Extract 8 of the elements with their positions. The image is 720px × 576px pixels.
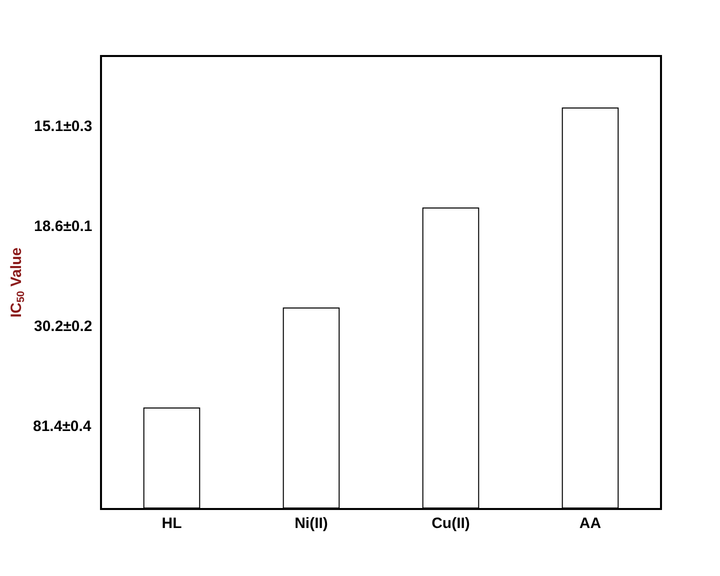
- x-tick-label: Cu(II): [432, 515, 470, 532]
- text: 81.4±0.4: [33, 418, 92, 435]
- x-tick-label: Ni(II): [294, 515, 328, 532]
- x-tick-label: AA: [579, 515, 602, 532]
- x-tick-label: HL: [162, 515, 182, 532]
- text: 18.6±0.1: [34, 218, 92, 235]
- text: 15.1±0.3: [34, 118, 92, 135]
- text: 30.2±0.2: [34, 318, 92, 335]
